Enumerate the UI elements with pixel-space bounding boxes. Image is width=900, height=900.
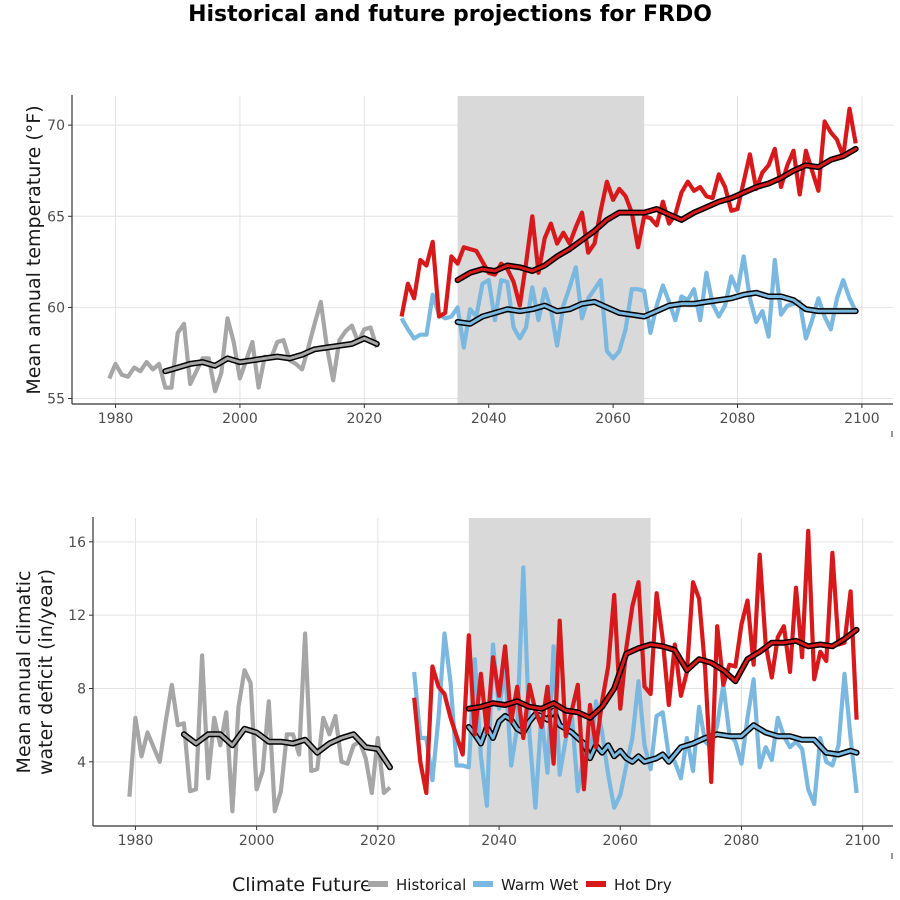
series-line-warm-wet <box>399 254 858 361</box>
x-tick-label: 2040 <box>471 411 507 427</box>
y-axis-label: Mean annual climaticwater deficit (in/ye… <box>13 569 57 775</box>
x-tick-label: 2060 <box>602 833 638 849</box>
x-tick-label: 2100 <box>845 833 881 849</box>
temperature-panel: 1980 2000 2020 2040 2060 2080 2100 55 60 65 70Mean… <box>23 95 893 437</box>
y-axis-label: Mean annual temperature (°F) <box>23 105 45 394</box>
y-tick-label: 60 <box>47 300 65 316</box>
x-tick-label: 2100 <box>844 411 880 427</box>
y-axis-label-line: Mean annual temperature (°F) <box>23 105 45 394</box>
x-tick-label: 2020 <box>347 411 383 427</box>
smooth-line <box>456 147 858 282</box>
x-tick-label: 2080 <box>724 833 760 849</box>
y-axis-label-line: water deficit (in/year) <box>35 569 57 775</box>
period-band <box>457 96 645 404</box>
smooth-line <box>456 291 858 326</box>
chart-title: Historical and future projections for FR… <box>188 2 712 27</box>
series-line-historical <box>107 299 379 394</box>
y-tick-label: 8 <box>77 682 86 698</box>
x-tick-label: 1980 <box>98 411 134 427</box>
legend-label: Historical <box>396 876 466 894</box>
smooth-line <box>182 727 392 769</box>
x-tick-label: 2080 <box>720 411 756 427</box>
smooth-line <box>163 336 379 373</box>
x-tick-label: 2060 <box>595 411 631 427</box>
smooth-line <box>467 709 859 764</box>
series-line-historical <box>127 631 392 814</box>
x-tick-label: 1980 <box>118 833 154 849</box>
water-deficit-panel: 1980 2000 2020 2040 2060 2080 2100 4 8 12 16 Mean a… <box>13 517 893 859</box>
series-line-hot-dry <box>412 528 859 796</box>
x-tick-label: 2000 <box>239 833 275 849</box>
y-tick-label: 12 <box>68 608 86 624</box>
x-tick-label: 2000 <box>222 411 258 427</box>
y-tick-label: 65 <box>47 209 65 225</box>
y-axis-label-line: Mean annual climatic <box>13 571 35 774</box>
y-tick-label: 70 <box>47 118 65 134</box>
legend-title: Climate Future <box>232 874 372 896</box>
y-tick-label: 4 <box>77 755 86 771</box>
smooth-line <box>467 628 859 720</box>
y-tick-label: 16 <box>68 535 86 551</box>
x-tick-label: 2040 <box>481 833 517 849</box>
legend: Climate Future Historical Warm Wet Hot Dry <box>232 874 672 896</box>
legend-label: Warm Wet <box>501 876 579 894</box>
x-tick-label: 2020 <box>360 833 396 849</box>
series-line-warm-wet <box>412 565 859 810</box>
y-tick-label: 55 <box>47 392 65 408</box>
legend-label: Hot Dry <box>614 876 672 894</box>
